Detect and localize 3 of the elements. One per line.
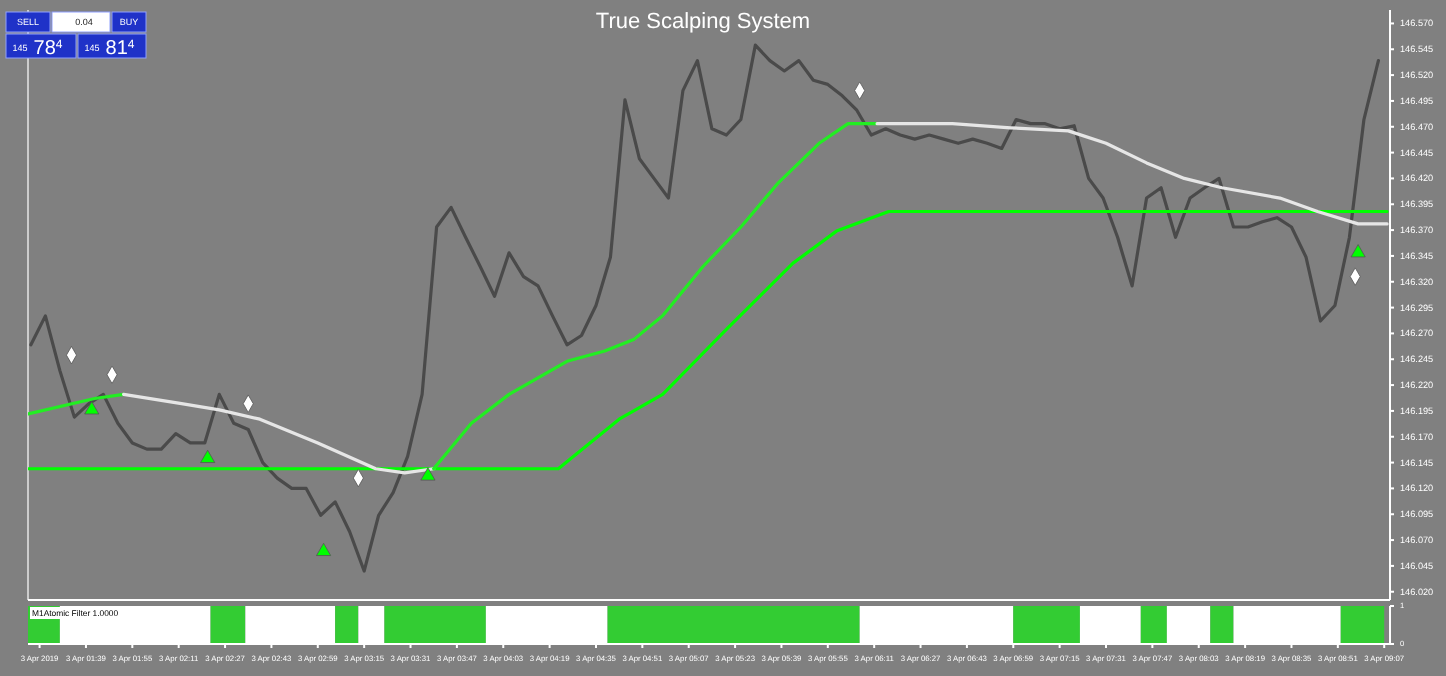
annotation: 81$^{4}$ [105, 38, 136, 60]
annotation: 78$^{4}$ [33, 38, 64, 60]
chart-title: True Scalping System [595, 10, 811, 34]
